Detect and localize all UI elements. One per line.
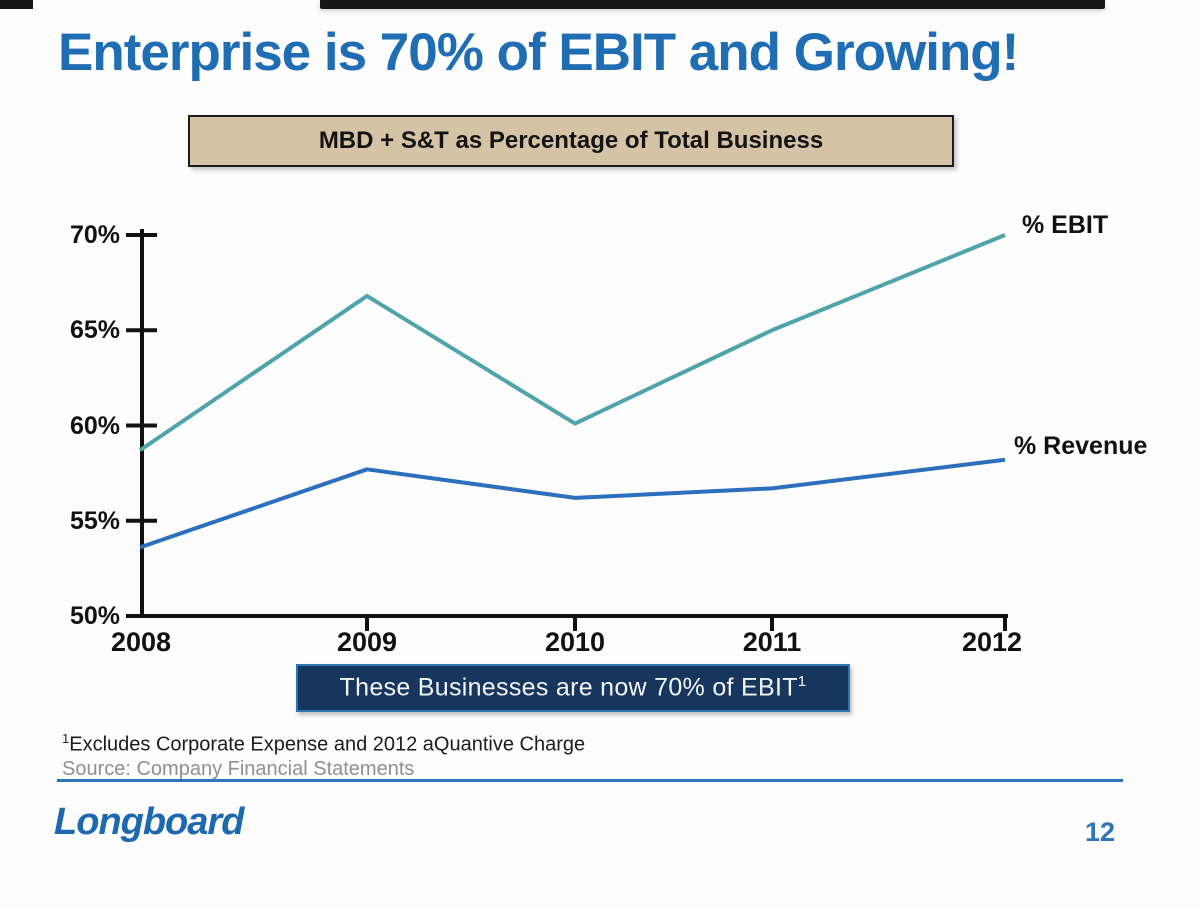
xtick-2010: 2010 [544, 627, 606, 657]
series-label-revenue: % Revenue [1014, 432, 1148, 460]
xtick-2011: 2011 [742, 627, 802, 657]
ytick-50: 50% [69, 602, 120, 630]
chart-header-text: MBD + S&T as Percentage of Total Busines… [318, 127, 824, 154]
callout-banner: These Businesses are now 70% of EBIT1 [296, 664, 850, 712]
chart-header-box: MBD + S&T as Percentage of Total Busines… [188, 115, 954, 167]
ytick-60: 60% [69, 412, 120, 440]
source-line: Source: Company Financial Statements [62, 758, 415, 780]
ytick-65: 65% [69, 316, 120, 344]
slide-title: Enterprise is 70% of EBIT and Growing! [58, 23, 1019, 82]
series-label-ebit: % EBIT [1022, 211, 1109, 239]
footnote-1-marker: 1 [62, 731, 70, 746]
longboard-logo: Longboard [54, 801, 244, 843]
callout-banner-text: These Businesses are now 70% of EBIT1 [339, 673, 807, 702]
xtick-2008: 2008 [110, 627, 172, 657]
top-bar-center [320, 0, 1105, 9]
series-line-ebit [138, 233, 1006, 452]
page-number: 12 [1085, 817, 1116, 847]
top-bar-left [0, 0, 33, 9]
series-line-revenue [139, 457, 1006, 550]
footnote-1: 1Excludes Corporate Expense and 2012 aQu… [62, 731, 586, 756]
ytick-70: 70% [69, 221, 120, 249]
ytick-55: 55% [69, 507, 120, 535]
xtick-2012: 2012 [961, 627, 1023, 657]
xtick-2009: 2009 [336, 627, 398, 657]
footer-divider [57, 779, 1123, 782]
banner-footnote-marker: 1 [797, 673, 807, 691]
